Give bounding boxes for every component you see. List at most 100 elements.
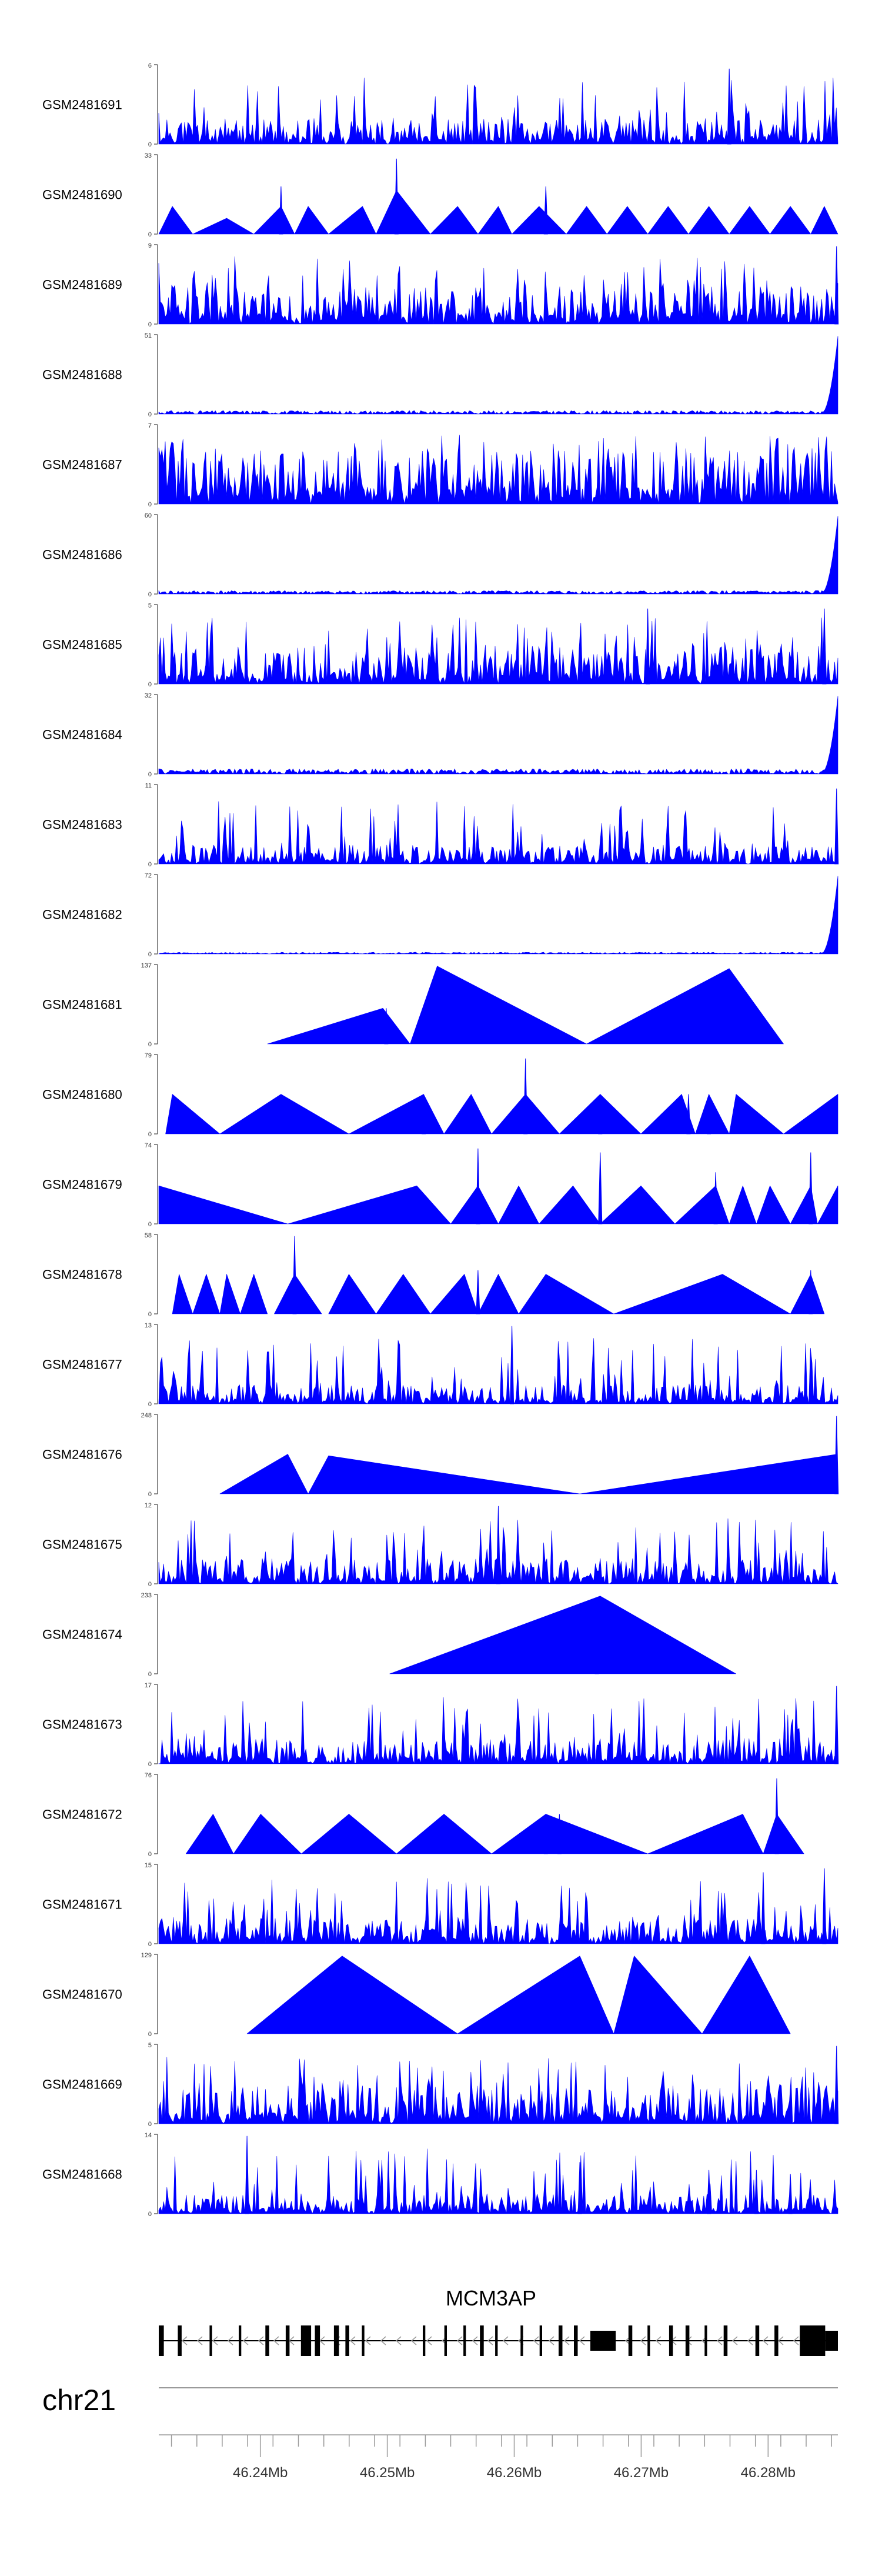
coverage-area [158, 2148, 838, 2214]
coverage-area [246, 1956, 791, 2034]
strand-arrow [563, 2336, 570, 2345]
strand-arrow [196, 2336, 203, 2345]
track-label: GSM2481674 [42, 1627, 122, 1642]
exon [825, 2331, 838, 2351]
track-label: GSM2481678 [42, 1267, 122, 1282]
coverage-spike [834, 1686, 839, 1764]
exon [628, 2325, 633, 2356]
y-max-label: 9 [148, 242, 152, 249]
track-label: GSM2481689 [42, 278, 122, 292]
coverage-spike [834, 788, 839, 865]
strand-arrow [793, 2336, 799, 2345]
coverage-spike [543, 186, 548, 235]
gene-track: MCM3AP [159, 2286, 838, 2356]
coverage-area [219, 1454, 838, 1494]
track-GSM2481678: GSM2481678 58 0 [42, 1232, 825, 1318]
exon [520, 2325, 523, 2356]
y-min-label: 0 [148, 231, 152, 238]
track-GSM2481673: GSM2481673 17 0 [42, 1682, 839, 1768]
y-max-label: 14 [145, 2132, 152, 2139]
y-min-label: 0 [148, 321, 152, 328]
track-label: GSM2481675 [42, 1537, 122, 1552]
track-GSM2481688: GSM2481688 51 0 [42, 332, 838, 418]
y-max-label: 32 [145, 692, 152, 699]
coverage-area [185, 1814, 804, 1854]
coverage-spike [543, 1814, 548, 1854]
strand-arrow [273, 2336, 279, 2345]
y-min-label: 0 [148, 1851, 152, 1858]
y-max-label: 7 [148, 422, 152, 429]
y-max-label: 17 [145, 1682, 152, 1689]
strand-arrow [349, 2336, 356, 2345]
coverage-area [158, 1338, 838, 1404]
track-label: GSM2481668 [42, 2167, 122, 2182]
track-label: GSM2481682 [42, 907, 122, 922]
strand-arrow [181, 2336, 188, 2345]
y-max-label: 33 [145, 152, 152, 159]
track-label: GSM2481680 [42, 1087, 122, 1102]
exon [539, 2325, 542, 2356]
track-GSM2481679: GSM2481679 74 0 [42, 1142, 838, 1228]
coverage-area [158, 256, 838, 325]
coverage-spike [808, 1152, 813, 1224]
exon [574, 2325, 578, 2356]
track-label: GSM2481687 [42, 458, 122, 472]
coverage-spike [788, 2174, 793, 2214]
coverage-spike [598, 1152, 603, 1224]
y-max-label: 72 [145, 872, 152, 879]
strand-arrow [548, 2336, 554, 2345]
track-GSM2481668: GSM2481668 14 0 [42, 2132, 838, 2218]
coverage-spike [279, 186, 283, 235]
y-min-label: 0 [148, 861, 152, 868]
y-max-label: 13 [145, 1322, 152, 1329]
track-GSM2481686: GSM2481686 60 0 [42, 512, 838, 598]
coverage-spike [384, 1008, 389, 1045]
exon [723, 2325, 728, 2356]
y-max-label: 11 [145, 782, 152, 789]
track-label: GSM2481690 [42, 188, 122, 202]
strand-arrow [472, 2336, 478, 2345]
coverage-spike [834, 2046, 839, 2124]
strand-arrow [502, 2336, 509, 2345]
track-label: GSM2481683 [42, 817, 122, 832]
strand-arrow [380, 2336, 386, 2345]
chromosome-label: chr21 [42, 2384, 116, 2417]
coverage-area [158, 696, 838, 775]
x-tick-label: 46.28Mb [741, 2465, 796, 2481]
gene-label: MCM3AP [446, 2286, 536, 2310]
track-GSM2481680: GSM2481680 79 0 [42, 1052, 838, 1138]
coverage-spike [292, 1236, 297, 1314]
strand-arrow [258, 2336, 264, 2345]
track-label: GSM2481686 [42, 548, 122, 562]
coverage-spike [476, 1270, 480, 1314]
strand-arrow [579, 2336, 585, 2345]
exon [647, 2325, 650, 2356]
exon [755, 2325, 760, 2356]
coverage-spike [523, 1058, 528, 1134]
y-max-label: 5 [148, 602, 152, 609]
exon [300, 2325, 312, 2356]
track-label: GSM2481688 [42, 368, 122, 382]
strand-arrow [242, 2336, 249, 2345]
coverage-spike [727, 68, 731, 145]
coverage-area [172, 1274, 825, 1314]
coverage-spike [245, 2135, 249, 2214]
track-GSM2481669: GSM2481669 5 0 [42, 2042, 839, 2128]
exon [685, 2325, 690, 2356]
coverage-spike [713, 1172, 718, 1224]
coverage-spike [510, 1326, 514, 1404]
exon [559, 2325, 563, 2356]
coverage-area [158, 1185, 838, 1224]
track-GSM2481687: GSM2481687 7 0 [42, 422, 838, 508]
exon [590, 2331, 616, 2351]
strand-arrow [456, 2336, 463, 2345]
exon [444, 2325, 447, 2356]
coverage-area [158, 336, 838, 415]
exon [345, 2325, 349, 2356]
strand-arrow [365, 2336, 371, 2345]
coverage-spike [754, 2170, 759, 2214]
exon [362, 2325, 365, 2356]
track-label: GSM2481669 [42, 2077, 122, 2092]
track-GSM2481685: GSM2481685 5 0 [42, 602, 838, 688]
